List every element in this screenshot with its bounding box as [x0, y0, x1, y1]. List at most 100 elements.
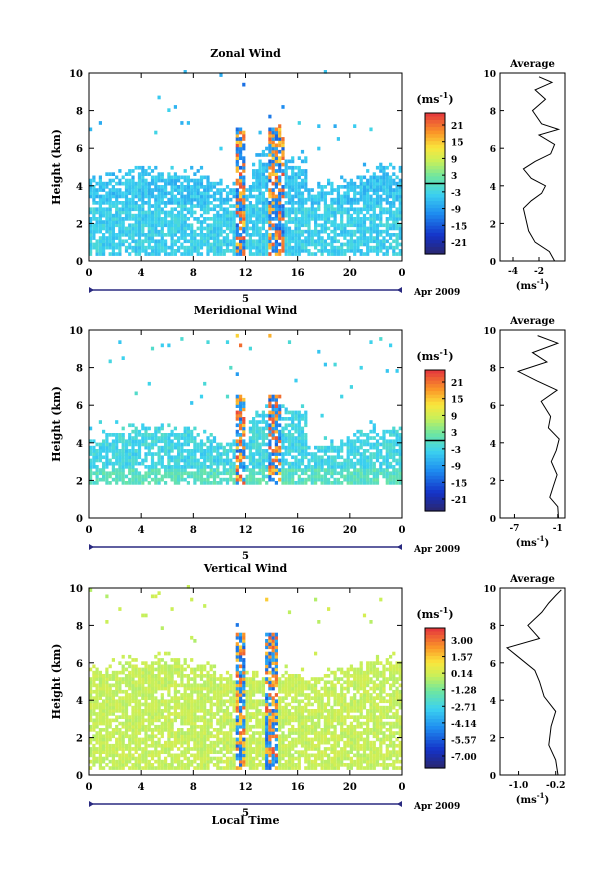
heatmap-cell — [89, 188, 93, 192]
heatmap-cell — [274, 420, 278, 424]
heatmap-cell — [239, 452, 243, 456]
heatmap-cell — [183, 236, 187, 240]
heatmap-cell — [164, 242, 168, 247]
heatmap-cell — [287, 217, 292, 221]
heatmap-cell — [372, 481, 376, 485]
heatmap-cell — [398, 233, 402, 237]
heatmap-cell — [216, 220, 220, 224]
colorbar-tick-label: -3 — [451, 189, 461, 199]
heatmap-cell — [294, 468, 298, 472]
heatmap-cell — [274, 226, 278, 231]
heatmap-cell — [385, 191, 389, 196]
heatmap-cell — [300, 245, 305, 250]
heatmap-cell — [137, 724, 142, 729]
heatmap-cell — [300, 207, 305, 212]
heatmap-cell — [173, 718, 177, 723]
heatmap-cell — [209, 194, 213, 199]
heatmap-cell — [372, 175, 376, 180]
heatmap-cell — [144, 728, 148, 732]
heatmap-cell — [173, 465, 177, 469]
colorbar-segment — [425, 211, 445, 216]
heatmap-cell — [343, 229, 347, 234]
heatmap-cell — [216, 696, 220, 700]
heatmap-cell — [92, 185, 96, 189]
heatmap-cell — [392, 188, 396, 192]
heatmap-cell — [150, 220, 155, 224]
heatmap-cell — [115, 683, 119, 688]
heatmap-cell — [128, 439, 132, 444]
heatmap-cell — [225, 718, 230, 723]
heatmap-cell — [265, 442, 269, 447]
heatmap-cell — [291, 204, 295, 208]
heatmap-cell — [314, 461, 318, 466]
heatmap-cell — [212, 233, 217, 237]
heatmap-cell — [212, 213, 217, 218]
heatmap-cell — [395, 175, 399, 180]
heatmap-cell — [183, 426, 187, 431]
heatmap-cell — [199, 239, 204, 244]
heatmap-cell — [124, 759, 129, 764]
heatmap-cell — [372, 185, 376, 189]
heatmap-cell — [281, 429, 285, 434]
heatmap-cell — [137, 474, 142, 479]
heatmap-cell — [164, 474, 168, 479]
heatmap-cell — [141, 458, 145, 463]
heatmap-cell — [186, 712, 190, 716]
heatmap-cell — [183, 465, 187, 469]
heatmap-cell — [232, 759, 236, 764]
heatmap-cell — [108, 461, 112, 466]
heatmap-cell — [239, 149, 243, 154]
heatmap-cell — [327, 233, 331, 237]
heatmap-cell — [235, 693, 239, 697]
heatmap-cell — [379, 455, 383, 460]
heatmap-cell — [219, 181, 223, 186]
heatmap-cell — [346, 249, 350, 253]
heatmap-cell — [170, 236, 174, 240]
heatmap-cell — [304, 207, 308, 212]
heatmap-cell — [382, 188, 386, 192]
heatmap-cell — [265, 178, 269, 183]
heatmap-cell — [108, 481, 112, 485]
heatmap-cell — [196, 468, 200, 472]
heatmap-cell — [141, 661, 145, 665]
heatmap-cell — [271, 397, 275, 402]
heatmap-cell — [157, 680, 161, 685]
heatmap-cell — [366, 207, 370, 212]
heatmap-cell — [336, 191, 340, 196]
heatmap-cell — [281, 137, 285, 141]
heatmap-cell — [336, 471, 340, 476]
heatmap-cell — [274, 156, 278, 160]
heatmap-cell — [180, 245, 184, 250]
heatmap-cell — [265, 197, 269, 202]
heatmap-cell — [261, 249, 265, 253]
heatmap-cell — [287, 236, 292, 240]
heatmap-cell — [300, 149, 305, 154]
heatmap-cell — [287, 442, 292, 447]
colorbar-segment — [425, 120, 445, 125]
heatmap-cell — [216, 452, 220, 456]
heatmap-cell — [265, 153, 269, 157]
heatmap-cell — [320, 217, 324, 221]
colorbar-tick-label: 3 — [451, 429, 457, 439]
heatmap-cell — [196, 724, 200, 729]
heatmap-cell — [150, 471, 155, 476]
heatmap-cell — [124, 188, 129, 192]
heatmap-cell — [108, 699, 112, 704]
heatmap-cell — [349, 178, 353, 183]
heatmap-cell — [349, 471, 353, 476]
heatmap-cell — [190, 439, 194, 444]
heatmap-cell — [105, 197, 109, 202]
heatmap-cell — [356, 468, 360, 472]
heatmap-cell — [242, 146, 246, 151]
heatmap-cell — [121, 740, 125, 745]
heatmap-cell — [186, 756, 190, 761]
heatmap-cell — [124, 449, 129, 453]
heatmap-cell — [199, 481, 204, 485]
heatmap-cell — [245, 233, 249, 237]
heatmap-cell — [206, 686, 210, 691]
heatmap-cell — [121, 474, 125, 479]
heatmap-cell — [141, 753, 145, 758]
heatmap-cell — [274, 229, 278, 234]
heatmap-cell — [118, 731, 122, 735]
colorbar-segment — [425, 419, 445, 424]
